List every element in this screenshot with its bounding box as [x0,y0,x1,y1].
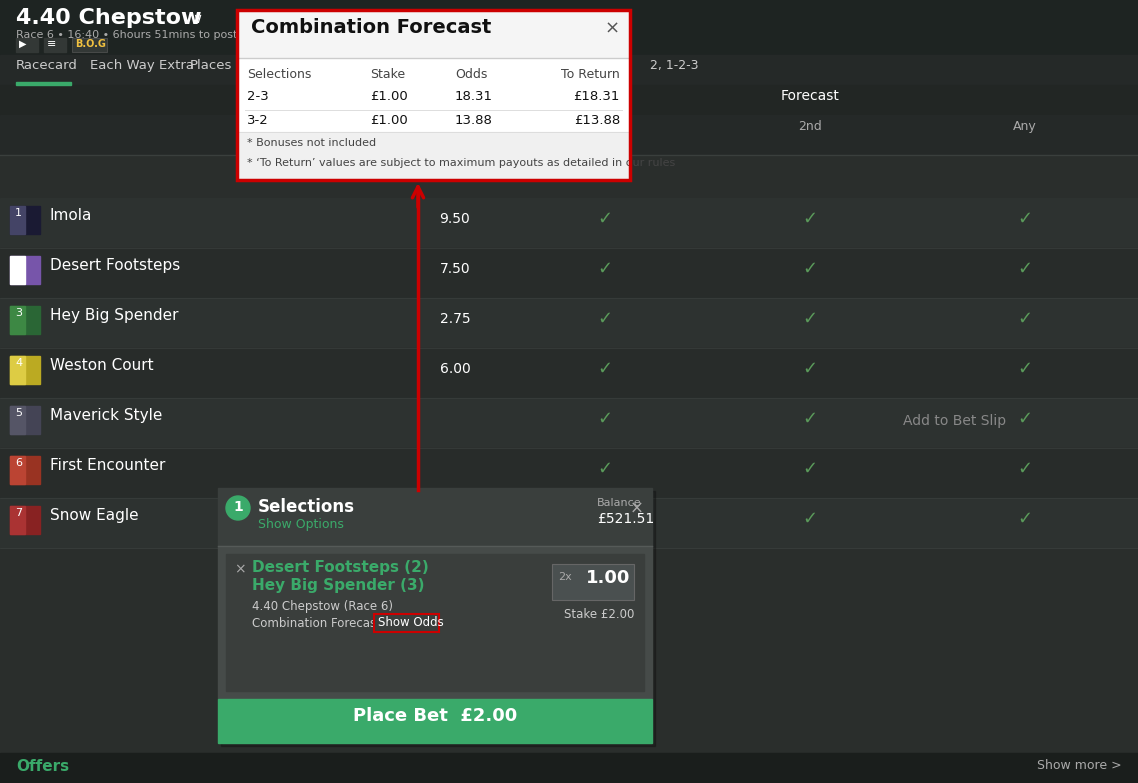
FancyBboxPatch shape [16,82,71,85]
FancyBboxPatch shape [10,256,25,284]
FancyBboxPatch shape [10,206,25,234]
Text: ✓: ✓ [802,210,817,228]
Text: 2, 1-2-3: 2, 1-2-3 [650,59,699,72]
Text: ▶: ▶ [19,39,26,49]
Text: 1: 1 [15,208,22,218]
Circle shape [226,496,250,520]
FancyBboxPatch shape [0,448,1138,498]
Text: 9.50: 9.50 [439,212,470,226]
Text: Show Odds: Show Odds [378,616,444,629]
Text: 2-3: 2-3 [247,90,269,103]
FancyBboxPatch shape [10,206,40,234]
Text: Desert Footsteps: Desert Footsteps [50,258,180,273]
Text: Show more >: Show more > [1038,759,1122,772]
FancyBboxPatch shape [237,132,630,180]
FancyBboxPatch shape [374,614,439,632]
FancyBboxPatch shape [16,38,38,52]
FancyBboxPatch shape [0,248,1138,298]
Text: £521.51: £521.51 [597,512,654,526]
Text: ✓: ✓ [1017,410,1032,428]
Text: ✓: ✓ [597,460,612,478]
Text: ✓: ✓ [597,360,612,378]
Text: ✓: ✓ [597,410,612,428]
Text: 4.40 Chepstow (Race 6): 4.40 Chepstow (Race 6) [251,600,393,613]
FancyBboxPatch shape [10,356,40,384]
Text: Imola: Imola [50,208,92,223]
Text: * Bonuses not included: * Bonuses not included [247,138,377,148]
Text: ×: × [630,500,644,518]
Text: 6: 6 [15,458,22,468]
Text: ...: ... [295,59,307,72]
Text: Selections: Selections [258,498,355,516]
Text: 1st: 1st [595,120,615,133]
FancyBboxPatch shape [44,38,66,52]
Text: Stake: Stake [370,68,405,81]
Text: Desert Footsteps (2): Desert Footsteps (2) [251,560,429,575]
Text: ✓: ✓ [802,310,817,328]
Text: 2nd: 2nd [798,120,822,133]
FancyBboxPatch shape [0,0,1138,55]
Text: Guide Price: Guide Price [419,120,490,133]
Text: ×: × [234,562,246,576]
Text: ✓: ✓ [597,510,612,528]
FancyBboxPatch shape [10,506,25,534]
Text: Selections: Selections [247,68,312,81]
FancyBboxPatch shape [218,699,652,743]
Text: ✓: ✓ [597,310,612,328]
Text: 7.50: 7.50 [439,262,470,276]
Text: Maverick Style: Maverick Style [50,408,163,423]
Text: Racecard: Racecard [16,59,77,72]
Text: ✓: ✓ [597,210,612,228]
FancyBboxPatch shape [0,115,1138,155]
Text: 7: 7 [15,508,22,518]
Text: Snow Eagle: Snow Eagle [50,508,139,523]
FancyBboxPatch shape [0,753,1138,783]
Text: Weston Court: Weston Court [50,358,154,373]
Text: Any: Any [1013,120,1037,133]
Text: 1: 1 [233,500,242,514]
Text: Stake £2.00: Stake £2.00 [563,608,634,621]
Text: Hey Big Spender: Hey Big Spender [50,308,179,323]
Text: ✓: ✓ [1017,460,1032,478]
Text: First Encounter: First Encounter [50,458,165,473]
Text: £1.00: £1.00 [370,114,407,127]
Text: ×: × [604,20,619,38]
Text: 13.88: 13.88 [455,114,493,127]
Text: B.O.G: B.O.G [75,39,106,49]
Text: 4: 4 [15,358,22,368]
FancyBboxPatch shape [10,506,40,534]
FancyBboxPatch shape [237,58,630,180]
Text: Forecast: Forecast [781,89,840,103]
Text: ≡: ≡ [47,39,57,49]
Text: ✓: ✓ [802,360,817,378]
Text: 3-2: 3-2 [247,114,269,127]
Text: Combination Forecast @: Combination Forecast @ [251,616,396,629]
Text: 2: 2 [15,258,22,268]
Text: 2.75: 2.75 [439,312,470,326]
Text: 1.00: 1.00 [586,569,630,587]
FancyBboxPatch shape [10,456,25,484]
FancyBboxPatch shape [0,55,1138,85]
Text: ✓: ✓ [802,260,817,278]
FancyBboxPatch shape [10,256,40,284]
FancyBboxPatch shape [0,398,1138,448]
FancyBboxPatch shape [0,85,1138,115]
FancyBboxPatch shape [0,198,1138,248]
Text: ✓: ✓ [802,410,817,428]
Text: Hey Big Spender (3): Hey Big Spender (3) [251,578,424,593]
Text: Add to Bet Slip: Add to Bet Slip [904,414,1007,428]
Text: Balance: Balance [597,498,642,508]
Text: ✓: ✓ [1017,510,1032,528]
FancyBboxPatch shape [218,546,652,699]
Text: ✓: ✓ [597,260,612,278]
FancyBboxPatch shape [226,554,644,691]
Text: Each Way Extra: Each Way Extra [90,59,193,72]
FancyBboxPatch shape [221,491,655,746]
Text: 18.31: 18.31 [455,90,493,103]
Text: ✓: ✓ [1017,210,1032,228]
Text: 2x: 2x [558,572,571,582]
Text: To Return: To Return [561,68,620,81]
Text: ∨: ∨ [192,12,203,26]
FancyBboxPatch shape [10,306,40,334]
